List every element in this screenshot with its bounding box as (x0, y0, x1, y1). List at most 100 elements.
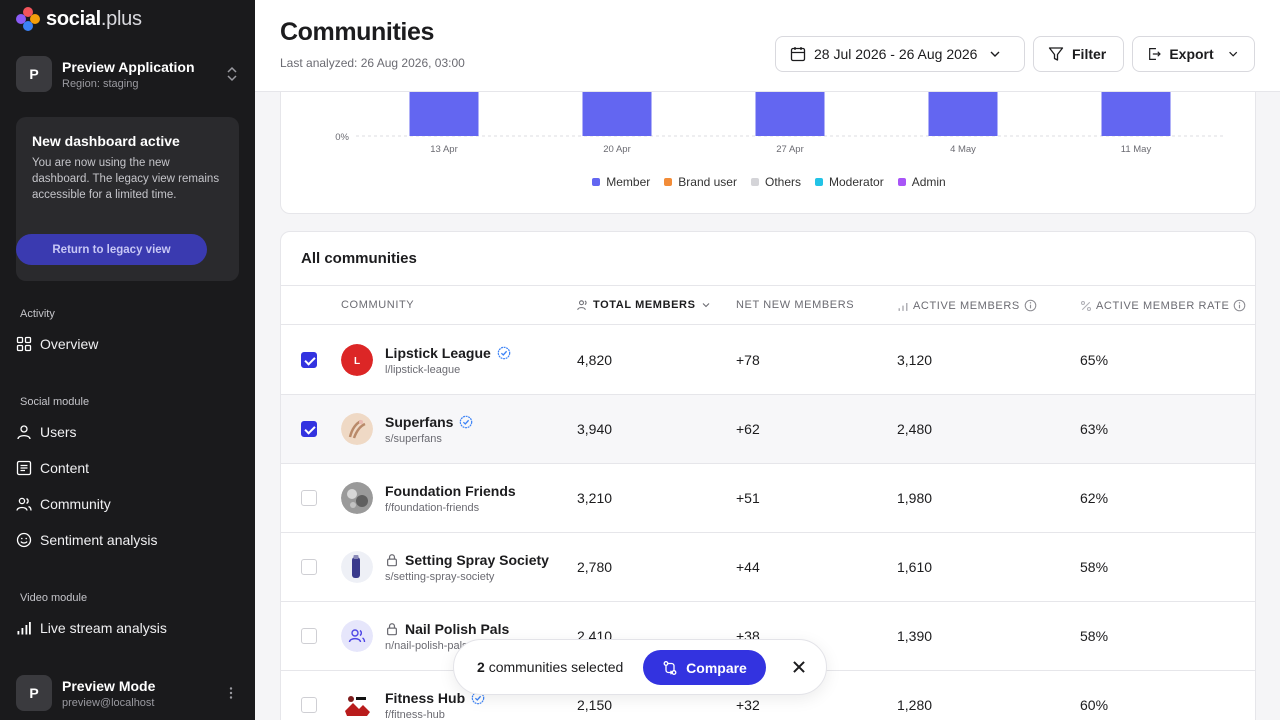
sidebar-item-users[interactable]: Users (16, 424, 77, 440)
lock-icon (387, 554, 397, 567)
active-member-rate-value: 58% (1080, 559, 1109, 575)
filter-button[interactable]: Filter (1033, 36, 1124, 72)
table-row[interactable]: Fitness Hub f/fitness-hub 2,150 +32 1,280 60% (281, 671, 1255, 720)
x-tick-label: 13 Apr (430, 144, 457, 155)
row-checkbox[interactable] (301, 697, 317, 713)
calendar-icon (790, 47, 806, 62)
legend-item[interactable]: Admin (897, 175, 946, 189)
legend-item[interactable]: Moderator (815, 175, 884, 189)
compare-label: Compare (686, 659, 747, 676)
legend-item[interactable]: Member (592, 175, 650, 189)
table-row[interactable]: L Lipstick League l/lipstick-league 4,820 +7… (281, 326, 1255, 395)
active-members-value: 1,980 (897, 490, 933, 506)
total-members-value: 3,210 (577, 490, 613, 506)
sidebar-item-sentiment[interactable]: Sentiment analysis (16, 532, 158, 548)
community-name: Setting Spray Society (405, 552, 549, 568)
date-range-picker[interactable]: 28 Jul 2026 - 26 Aug 2026 (775, 36, 1025, 72)
active-member-rate-value: 62% (1080, 490, 1109, 506)
table-row[interactable]: Setting Spray Society s/setting-spray-soc… (281, 533, 1255, 602)
users-icon (16, 497, 32, 511)
community-name-link[interactable]: Foundation Friends (385, 483, 516, 499)
date-range-label: 28 Jul 2026 - 26 Aug 2026 (814, 46, 978, 62)
table-row[interactable]: Foundation Friends f/foundation-friends 3,… (281, 464, 1255, 533)
user-profile[interactable]: P Preview Mode preview@localhost (16, 675, 239, 711)
community-name-link[interactable]: Lipstick League (385, 345, 511, 361)
smile-icon (16, 532, 32, 548)
sidebar-item-overview[interactable]: Overview (16, 336, 98, 352)
col-community[interactable]: COMMUNITY (341, 299, 415, 311)
community-name: Fitness Hub (385, 690, 466, 706)
legend-label: Admin (911, 175, 946, 189)
bar-chart-icon (17, 622, 31, 635)
logo-icon (16, 7, 40, 31)
col-total-members[interactable]: TOTAL MEMBERS (577, 299, 712, 311)
grid-icon (16, 336, 32, 352)
community-name-link[interactable]: Setting Spray Society (385, 552, 549, 568)
row-checkbox[interactable] (301, 352, 317, 368)
legend-label: Member (606, 175, 651, 189)
sidebar-item-livestream[interactable]: Live stream analysis (16, 620, 167, 636)
sidebar-item-content[interactable]: Content (16, 460, 89, 476)
sidebar-item-community[interactable]: Community (16, 496, 111, 512)
community-slug: n/nail-polish-pals (385, 640, 468, 652)
app-region: Region: staging (62, 77, 139, 90)
verified-icon (497, 346, 511, 360)
y-tick-label: 0% (335, 132, 349, 143)
table-header: COMMUNITY TOTAL MEMBERS NET NEW MEMBERS … (281, 285, 1255, 325)
info-icon[interactable] (1233, 299, 1246, 312)
chart-legend: Member Brand user Others Moderator Admin (281, 175, 1255, 189)
chart-card: 0% 13 Apr 20 Apr 27 Apr 4 May 11 May Member Br… (280, 80, 1256, 214)
legend-item[interactable]: Brand user (664, 175, 737, 189)
filter-icon (1048, 47, 1064, 61)
verified-icon (460, 415, 473, 429)
close-icon[interactable] (790, 658, 808, 676)
table-row[interactable]: Superfans s/superfans 3,940 +62 2,480 63% (281, 395, 1255, 464)
export-button[interactable]: Export (1132, 36, 1255, 72)
active-member-rate-value: 60% (1080, 697, 1109, 713)
total-members-value: 4,820 (577, 352, 613, 368)
x-tick-label: 27 Apr (776, 144, 803, 155)
selection-count-text: 2 communities selected (477, 659, 624, 675)
chevron-down-icon (1228, 51, 1237, 57)
active-members-value: 3,120 (897, 352, 933, 368)
nav-group-activity: Activity (20, 308, 55, 320)
active-member-rate-value: 58% (1080, 628, 1109, 644)
compare-button[interactable]: Compare (643, 650, 766, 685)
row-checkbox[interactable] (301, 628, 317, 644)
sidebar: social.plus P Preview Application Region… (0, 0, 255, 720)
app-name: Preview Application (62, 58, 195, 75)
row-checkbox[interactable] (301, 490, 317, 506)
sidebar-item-label: Overview (40, 336, 99, 352)
brand-logo[interactable]: social.plus (16, 7, 142, 31)
info-icon[interactable] (1024, 299, 1037, 312)
col-active-member-rate[interactable]: ACTIVE MEMBER RATE (1080, 299, 1246, 312)
legend-item[interactable]: Others (750, 175, 801, 189)
user-name: Preview Mode (62, 677, 156, 694)
return-to-legacy-button[interactable]: Return to legacy view (16, 234, 207, 265)
app-switcher[interactable]: P Preview Application Region: staging (16, 56, 239, 92)
sidebar-item-label: Live stream analysis (40, 620, 167, 636)
community-name-link[interactable]: Nail Polish Pals (385, 621, 509, 637)
more-vertical-icon[interactable] (223, 685, 239, 701)
row-checkbox[interactable] (301, 559, 317, 575)
bar-chart-icon (898, 302, 908, 311)
community-avatar (341, 482, 373, 514)
community-name-link[interactable]: Fitness Hub (385, 690, 485, 706)
x-tick-label: 20 Apr (603, 144, 630, 155)
last-analyzed: Last analyzed: 26 Aug 2026, 03:00 (280, 56, 465, 70)
communities-table-card: All communities COMMUNITY TOTAL MEMBERS … (280, 231, 1256, 720)
legend-swatch (664, 178, 673, 186)
sidebar-item-label: Community (40, 496, 111, 512)
community-avatar (341, 689, 373, 720)
col-active-members[interactable]: ACTIVE MEMBERS (897, 299, 1037, 312)
net-new-members-value: +32 (736, 697, 760, 713)
legend-swatch (750, 178, 759, 186)
community-name-link[interactable]: Superfans (385, 414, 473, 430)
legend-label: Moderator (829, 175, 884, 189)
row-checkbox[interactable] (301, 421, 317, 437)
col-net-new-members[interactable]: NET NEW MEMBERS (736, 299, 855, 311)
sidebar-item-label: Content (40, 460, 90, 476)
export-icon (1149, 48, 1161, 60)
active-members-value: 2,480 (897, 421, 933, 437)
x-tick-label: 4 May (950, 144, 976, 155)
